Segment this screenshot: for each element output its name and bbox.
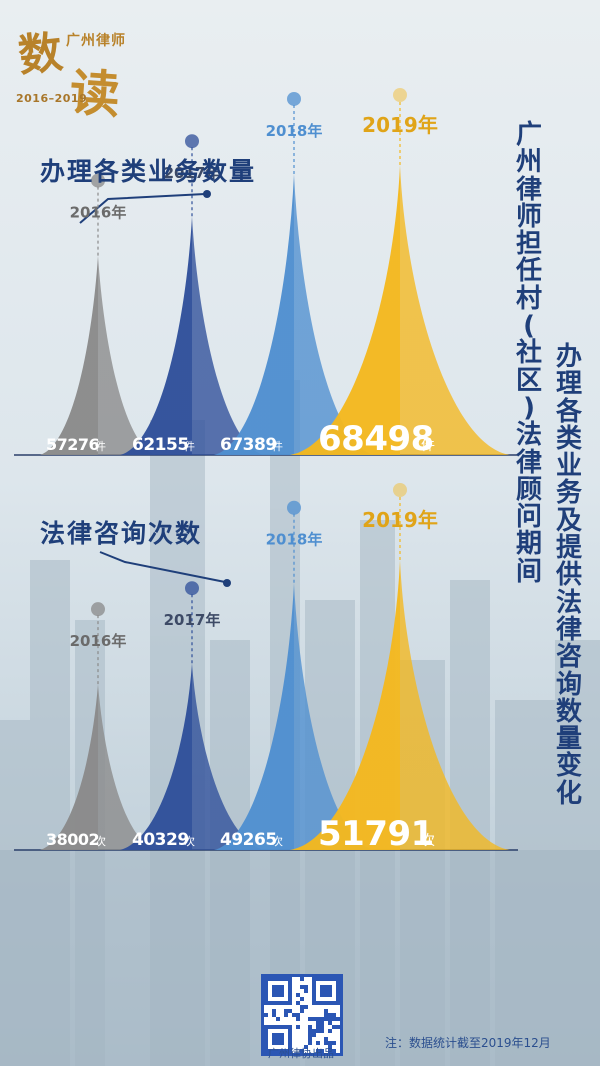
vertical-title-main-char: 顾 bbox=[516, 474, 543, 505]
consult-marker-dot-3 bbox=[393, 483, 407, 497]
business-peak-2 bbox=[214, 173, 374, 455]
business-marker-dot-0 bbox=[91, 173, 105, 188]
vertical-title-sub-char: 供 bbox=[556, 560, 583, 591]
business-year-label-3: 2019年 bbox=[362, 113, 438, 137]
section-title-consult: 法律咨询次数 bbox=[40, 519, 203, 548]
section-title-business: 办理各类业务数量 bbox=[40, 157, 257, 186]
business-value-label-1: 62155 bbox=[132, 435, 189, 455]
vertical-title-main-char: 律 bbox=[516, 447, 543, 478]
vertical-title-main-char: 任 bbox=[516, 256, 543, 287]
business-unit-label-2: 件 bbox=[272, 440, 283, 453]
business-unit-label-3: 件 bbox=[421, 438, 435, 454]
consult-value-label-2: 49265 bbox=[220, 830, 277, 850]
vertical-title-main-char: 州 bbox=[516, 147, 543, 178]
consult-year-label-2: 2018年 bbox=[266, 531, 323, 549]
vertical-title-sub-char: 提 bbox=[556, 533, 583, 564]
vertical-title-main: 广州律师担任村(社区) 法律顾问期间 bbox=[516, 120, 543, 587]
consult-peak-3 bbox=[290, 560, 510, 850]
vertical-title-main-char: ( bbox=[523, 311, 535, 342]
consult-peak-0 bbox=[40, 684, 156, 850]
consult-year-label-0: 2016年 bbox=[70, 632, 127, 650]
consult-title-connector-dot bbox=[223, 579, 231, 587]
business-unit-label-0: 件 bbox=[95, 440, 106, 453]
logo: 数 读 广州律师 2016–2019 bbox=[14, 14, 134, 125]
logo-years: 2016–2019 bbox=[16, 92, 88, 105]
business-title-connector bbox=[79, 193, 206, 224]
consult-year-label-3: 2019年 bbox=[362, 508, 438, 532]
business-unit-label-1: 件 bbox=[184, 440, 195, 453]
consult-unit-label-3: 次 bbox=[421, 833, 435, 849]
vertical-title-sub-char: 咨 bbox=[556, 642, 583, 673]
business-year-label-1: 2017年 bbox=[164, 164, 221, 182]
vertical-title-sub-char: 变 bbox=[556, 751, 583, 782]
vertical-title-sub-char: 业 bbox=[556, 451, 583, 482]
vertical-title-main-char: 区 bbox=[516, 365, 543, 396]
vertical-title-sub-char: 办 bbox=[556, 342, 583, 372]
vertical-title-sub-char: 律 bbox=[556, 614, 583, 645]
business-peak-0 bbox=[40, 255, 156, 455]
business-peak-3 bbox=[290, 165, 510, 455]
logo-char-du: 读 bbox=[67, 62, 122, 125]
vertical-title-main-char: 社 bbox=[516, 338, 543, 369]
vertical-title-main-char: 师 bbox=[516, 201, 543, 232]
consult-unit-label-2: 次 bbox=[272, 834, 283, 848]
business-year-label-2: 2018年 bbox=[266, 122, 323, 140]
business-year-label-0: 2016年 bbox=[70, 204, 127, 222]
vertical-title-main-char: 问 bbox=[516, 502, 543, 533]
vertical-title-main-char: 法 bbox=[516, 420, 543, 451]
business-marker-dot-2 bbox=[287, 91, 301, 106]
consult-peak-1 bbox=[120, 663, 264, 850]
vertical-title-main-char: ) bbox=[523, 392, 535, 423]
vertical-title-sub-char: 类 bbox=[556, 423, 583, 454]
consult-marker-dot-1 bbox=[185, 581, 199, 596]
business-value-label-0: 57276 bbox=[46, 435, 100, 454]
business-value-label-2: 67389 bbox=[220, 435, 277, 455]
vertical-title-sub-char: 询 bbox=[556, 669, 583, 700]
consult-peak-2 bbox=[214, 582, 374, 850]
logo-char-shu: 数 bbox=[15, 26, 66, 83]
consult-value-label-3: 51791 bbox=[318, 814, 434, 854]
vertical-title-sub-char: 量 bbox=[556, 724, 583, 755]
vertical-title-main-char: 广 bbox=[516, 120, 543, 150]
vertical-title-sub-char: 务 bbox=[556, 478, 583, 509]
vertical-title-main-char: 律 bbox=[516, 174, 543, 205]
consult-unit-label-1: 次 bbox=[184, 834, 195, 848]
data-note: 注：数据统计截至2019年12月 bbox=[385, 1036, 551, 1050]
vertical-title-main-char: 村 bbox=[516, 283, 543, 314]
business-marker-dot-3 bbox=[393, 88, 407, 102]
vertical-title-sub-char: 数 bbox=[556, 696, 583, 727]
vertical-title-sub: 办理各类业务及提供法律咨询数量变化 bbox=[556, 342, 583, 809]
logo-title: 广州律师 bbox=[66, 33, 126, 49]
consult-marker-dot-2 bbox=[287, 500, 301, 515]
vertical-title-main-char: 担 bbox=[516, 229, 543, 260]
consult-title-connector bbox=[99, 551, 226, 583]
vertical-title-sub-char: 理 bbox=[556, 369, 583, 400]
business-value-label-3: 68498 bbox=[318, 419, 434, 459]
vertical-title-main-char: 期 bbox=[516, 529, 543, 560]
chart-business: 2016年57276件2017年62155件2018年67389件2019年68… bbox=[14, 88, 518, 459]
publisher-label: 广州律协出品 bbox=[268, 1047, 334, 1060]
consult-year-label-1: 2017年 bbox=[164, 611, 221, 629]
vertical-title-sub-char: 各 bbox=[556, 396, 583, 427]
business-peak-1 bbox=[120, 216, 264, 455]
business-marker-dot-1 bbox=[185, 134, 199, 149]
consult-marker-dot-0 bbox=[91, 602, 105, 617]
consult-value-label-1: 40329 bbox=[132, 830, 189, 850]
vertical-title-sub-char: 法 bbox=[556, 587, 583, 618]
vertical-title-sub-char: 及 bbox=[556, 505, 583, 536]
vertical-title-main-char: 间 bbox=[516, 556, 543, 587]
consult-unit-label-0: 次 bbox=[95, 834, 106, 848]
vertical-title-sub-char: 化 bbox=[556, 778, 583, 809]
business-title-connector-dot bbox=[203, 190, 211, 198]
chart-consult: 2016年38002次2017年40329次2018年49265次2019年51… bbox=[14, 483, 518, 854]
consult-value-label-0: 38002 bbox=[46, 830, 99, 849]
qr-code bbox=[261, 974, 343, 1056]
